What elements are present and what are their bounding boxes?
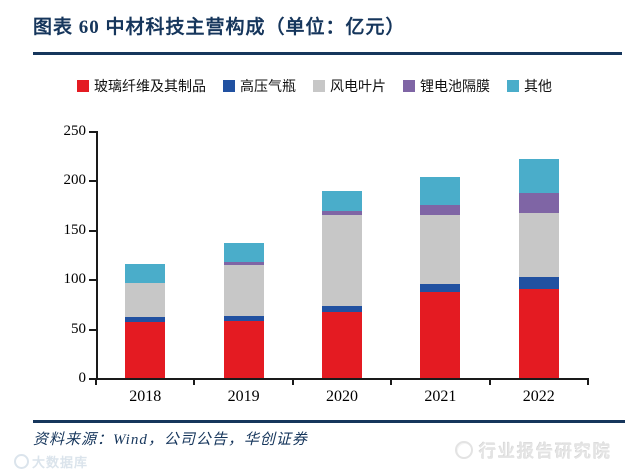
bar-2019-segment-3 xyxy=(223,262,264,265)
x-tick-label: 2021 xyxy=(424,388,457,405)
bar-2019-segment-4 xyxy=(223,243,264,263)
chart-legend: 玻璃纤维及其制品 高压气瓶 风电叶片 锂电池隔膜 其他 xyxy=(0,76,629,96)
watermark-left-text: 大数据库 xyxy=(32,455,89,470)
bar-2020-segment-2 xyxy=(322,215,362,307)
bar-2022-segment-2 xyxy=(518,213,559,278)
watermark-left: 大数据库 xyxy=(14,452,88,471)
figure-title: 图表 60 中材科技主营构成（单位：亿元） xyxy=(33,17,406,38)
watermark-left-logo-icon xyxy=(14,454,29,469)
bar-2019-segment-1 xyxy=(223,316,264,322)
x-tick-label: 2018 xyxy=(129,388,162,405)
legend-swatch-icon xyxy=(313,80,325,92)
bar-2022-segment-4 xyxy=(518,158,559,194)
y-tick-label: 0 xyxy=(78,370,87,386)
bar-2020-segment-1 xyxy=(322,306,362,312)
watermark-right: 行业报告研究院 xyxy=(455,437,612,462)
legend-swatch-icon xyxy=(223,80,235,92)
legend-label: 高压气瓶 xyxy=(240,80,296,95)
bar-2021-segment-3 xyxy=(420,205,461,215)
legend-swatch-icon xyxy=(403,80,415,92)
bar-2020-segment-0 xyxy=(322,311,362,378)
bar-2020-segment-4 xyxy=(322,191,362,212)
x-axis xyxy=(96,378,588,380)
legend-swatch-icon xyxy=(507,80,519,92)
y-tick-label: 200 xyxy=(63,172,87,189)
legend-label: 其他 xyxy=(524,80,552,95)
y-axis-tick xyxy=(89,229,96,232)
bar-2018-segment-4 xyxy=(125,264,166,283)
x-tick-label: 2019 xyxy=(227,388,260,405)
y-axis-tick xyxy=(89,279,96,282)
bar-2018-segment-2 xyxy=(125,282,166,317)
legend-item-3: 锂电池隔膜 xyxy=(403,76,490,96)
y-tick-label: 100 xyxy=(63,271,87,288)
y-tick-label: 50 xyxy=(71,320,86,337)
x-axis-tick xyxy=(95,378,97,385)
x-axis-tick xyxy=(390,378,393,385)
title-underline xyxy=(33,52,622,55)
bar-2018-segment-0 xyxy=(125,321,166,378)
bar-2019-segment-0 xyxy=(223,321,264,378)
bar-2022-segment-1 xyxy=(518,277,559,290)
legend-swatch-icon xyxy=(77,80,89,92)
bar-2018-segment-1 xyxy=(125,316,166,322)
bottom-divider xyxy=(33,420,625,423)
watermark-right-text: 行业报告研究院 xyxy=(479,442,612,461)
x-tick-label: 2022 xyxy=(522,388,555,405)
y-axis xyxy=(96,131,98,380)
bar-2022-segment-0 xyxy=(518,289,559,378)
bar-2022-segment-3 xyxy=(518,193,559,213)
bar-2021-segment-0 xyxy=(420,292,461,378)
y-axis-tick xyxy=(89,378,96,380)
y-axis-tick xyxy=(89,131,96,133)
source-attribution: 资料来源：Wind，公司公告，华创证券 xyxy=(33,432,308,448)
bar-2021-segment-1 xyxy=(420,284,461,293)
y-tick-label: 150 xyxy=(63,221,87,238)
bar-2020-segment-3 xyxy=(322,211,362,216)
x-tick-label: 2020 xyxy=(326,388,358,405)
x-axis-tick xyxy=(587,378,589,385)
x-axis-tick xyxy=(488,378,491,385)
bar-2019-segment-2 xyxy=(223,264,264,317)
legend-item-1: 高压气瓶 xyxy=(223,76,296,96)
watermark-right-logo-icon xyxy=(455,440,473,459)
legend-label: 玻璃纤维及其制品 xyxy=(94,80,206,95)
y-axis-tick xyxy=(89,328,96,331)
bar-2021-segment-2 xyxy=(420,214,461,285)
x-axis-tick xyxy=(193,378,196,385)
legend-item-4: 其他 xyxy=(507,76,552,96)
legend-label: 锂电池隔膜 xyxy=(420,80,490,95)
y-tick-label: 250 xyxy=(63,123,87,139)
legend-label: 风电叶片 xyxy=(330,80,386,95)
legend-item-2: 风电叶片 xyxy=(313,76,386,96)
bar-2021-segment-4 xyxy=(420,177,461,206)
y-axis-tick xyxy=(89,180,96,183)
legend-item-0: 玻璃纤维及其制品 xyxy=(77,76,206,96)
x-axis-tick xyxy=(291,378,294,385)
